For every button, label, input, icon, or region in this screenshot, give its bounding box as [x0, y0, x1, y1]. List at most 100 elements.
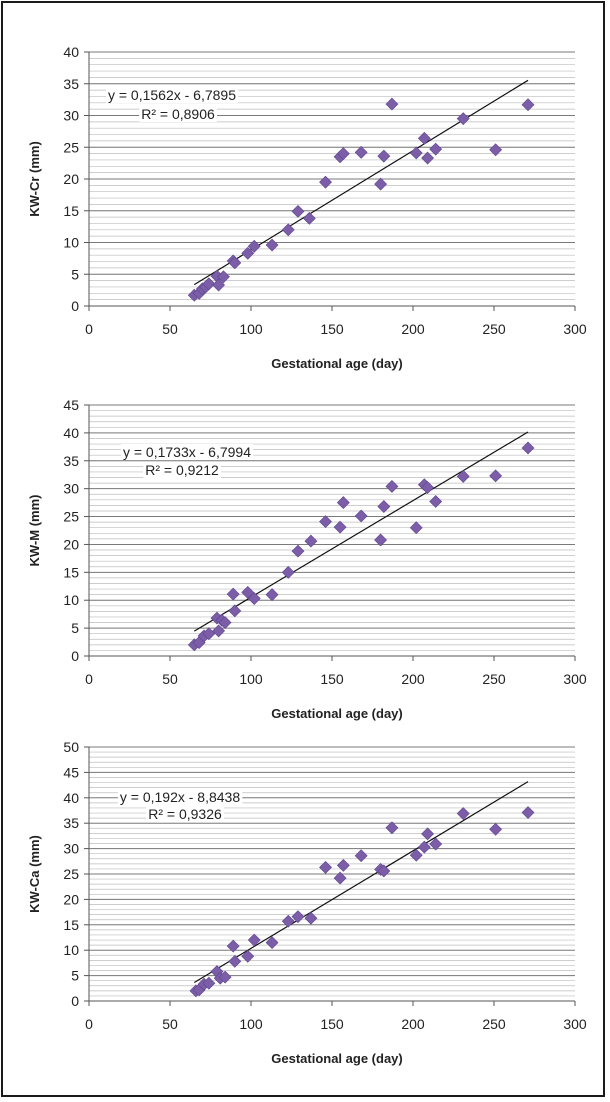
- data-point: [354, 509, 368, 523]
- x-tick-label: 250: [482, 1016, 506, 1032]
- data-point: [417, 131, 431, 145]
- y-axis-title: KW-Ca (mm): [27, 835, 42, 913]
- data-point: [354, 849, 368, 863]
- equation-background: [146, 806, 224, 822]
- data-point: [456, 112, 470, 126]
- x-axis-title: Gestational age (day): [271, 706, 402, 721]
- equation-background: [120, 444, 254, 460]
- data-point: [319, 515, 332, 528]
- data-point: [218, 970, 232, 984]
- data-point: [521, 98, 535, 112]
- data-point: [489, 469, 503, 483]
- trendline: [193, 431, 529, 632]
- y-tick-label: 45: [63, 397, 79, 413]
- x-axis-title: Gestational age (day): [271, 1051, 402, 1066]
- data-point: [291, 910, 305, 924]
- y-tick-label: 40: [63, 425, 79, 441]
- data-point: [202, 627, 216, 641]
- y-tick-label: 0: [71, 993, 79, 1009]
- trendline-r2: R² = 0,8906: [141, 106, 215, 122]
- y-tick-label: 35: [63, 815, 79, 831]
- data-point: [265, 588, 279, 602]
- data-point: [265, 936, 279, 950]
- x-tick-label: 300: [563, 671, 587, 687]
- chart-panel-kw-cr: 0 5 10 15 20 25 30 35 40 0 50 100 150 200 250 300 Gestat…: [0, 0, 610, 371]
- data-point: [429, 837, 443, 851]
- x-tick-label: 100: [239, 1016, 263, 1032]
- x-tick-label: 300: [563, 321, 587, 337]
- data-point: [521, 441, 535, 455]
- y-tick-label: 30: [63, 841, 79, 857]
- trendline-r2: R² = 0,9212: [145, 462, 219, 478]
- data-point: [489, 143, 503, 157]
- data-point: [336, 858, 350, 872]
- data-point: [429, 142, 443, 156]
- y-tick-label: 20: [63, 891, 79, 907]
- data-point: [217, 270, 230, 284]
- y-tick-label: 10: [63, 592, 79, 608]
- data-point: [228, 954, 242, 968]
- y-tick-label: 25: [63, 139, 79, 155]
- chart-kw-ca: 0 5 10 15 20 25 30 35 40 45 50 0 50 100 150 200 250 300 Ge…: [27, 739, 587, 1066]
- data-point: [336, 496, 350, 510]
- data-point: [489, 822, 503, 836]
- data-point: [354, 145, 368, 159]
- data-point: [333, 520, 347, 534]
- x-tick-label: 200: [401, 671, 425, 687]
- data-point: [281, 223, 295, 237]
- x-axis-title: Gestational age (day): [271, 356, 402, 371]
- y-tick-label: 35: [63, 453, 79, 469]
- data-point: [228, 604, 242, 618]
- data-point: [333, 871, 347, 885]
- data-point: [202, 976, 216, 990]
- data-point: [226, 587, 240, 601]
- y-tick-label: 5: [71, 620, 79, 636]
- y-tick-label: 15: [63, 203, 79, 219]
- data-point: [421, 151, 435, 165]
- chart-kw-cr: 0 5 10 15 20 25 30 35 40 0 50 100 150 200 250 300 Gestat…: [27, 44, 587, 371]
- data-point: [409, 848, 423, 862]
- data-point: [409, 521, 423, 535]
- chart-panel-kw-m: 0 5 10 15 20 25 30 35 40 45 0 50 100 150 200 250 300 Gest…: [0, 362, 610, 722]
- y-tick-label: 15: [63, 917, 79, 933]
- x-tick-label: 150: [320, 321, 344, 337]
- equation-background: [117, 789, 243, 805]
- x-tick-label: 300: [563, 1016, 587, 1032]
- data-point: [385, 97, 399, 111]
- data-point: [304, 911, 318, 925]
- data-point: [319, 175, 332, 189]
- data-point: [456, 469, 470, 483]
- y-tick-label: 20: [63, 171, 79, 187]
- data-point: [385, 480, 399, 493]
- y-tick-label: 0: [71, 298, 79, 314]
- x-tick-label: 50: [162, 671, 178, 687]
- y-tick-label: 15: [63, 564, 79, 580]
- data-point: [212, 624, 226, 638]
- x-tick-label: 50: [162, 321, 178, 337]
- data-point: [202, 277, 216, 291]
- data-point: [241, 585, 255, 599]
- data-point: [265, 238, 279, 252]
- y-tick-label: 10: [63, 235, 79, 251]
- data-point: [212, 278, 226, 292]
- data-point: [241, 246, 255, 260]
- trendline: [193, 781, 529, 984]
- data-point: [421, 481, 435, 494]
- x-tick-label: 100: [239, 671, 263, 687]
- trendline-r2: R² = 0,9326: [148, 806, 222, 822]
- y-tick-label: 50: [63, 739, 79, 755]
- chart-kw-m: 0 5 10 15 20 25 30 35 40 45 0 50 100 150 200 250 300 Gest…: [27, 397, 587, 721]
- data-point: [304, 534, 318, 548]
- y-tick-label: 40: [63, 44, 79, 60]
- data-point: [417, 840, 431, 854]
- data-point: [226, 939, 240, 953]
- x-tick-label: 0: [85, 321, 93, 337]
- data-point: [302, 211, 316, 225]
- data-point: [429, 495, 443, 508]
- data-point: [247, 239, 261, 253]
- data-point: [377, 149, 391, 163]
- data-point: [377, 864, 391, 878]
- y-axis-title: KW-Cr (mm): [27, 141, 42, 217]
- x-tick-label: 100: [239, 321, 263, 337]
- data-point: [456, 807, 470, 820]
